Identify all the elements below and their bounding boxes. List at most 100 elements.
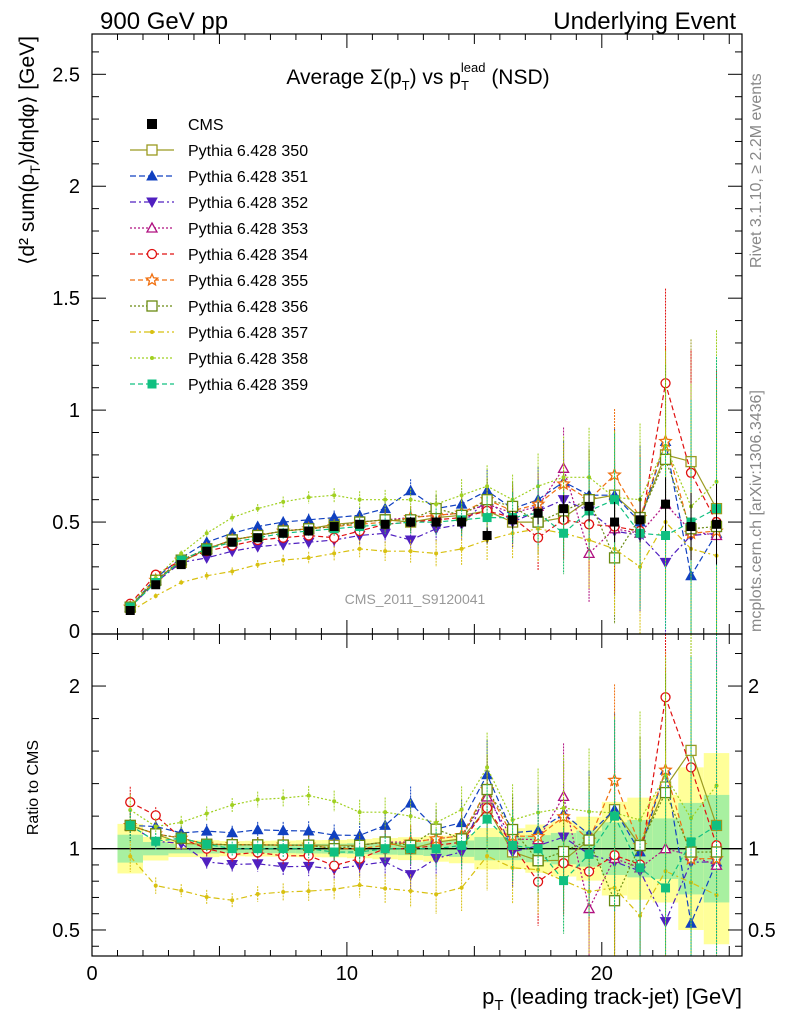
series-point-ratio: [306, 793, 311, 798]
series-point-top: [306, 555, 311, 560]
legend-marker: [147, 379, 157, 389]
ratio-tick-label-left: 0.5: [52, 920, 80, 942]
series-line-top: [129, 521, 717, 613]
cms-point: [686, 522, 696, 532]
ratio-tick-label-right: 1: [748, 839, 759, 861]
series-point-ratio: [204, 811, 209, 816]
legend-label: Pythia 6.428 354: [188, 247, 308, 264]
series-point-top: [281, 499, 286, 504]
series-point-ratio: [434, 892, 439, 897]
legend-label: Pythia 6.428 350: [188, 143, 308, 160]
series-point-ratio: [431, 844, 441, 854]
series-line-ratio: [129, 855, 717, 917]
series-point-ratio: [255, 892, 260, 897]
legend-entry-cms: CMS: [147, 117, 224, 134]
legend-marker: [146, 248, 158, 260]
legend-entry-8: Pythia 6.428 357: [130, 325, 308, 342]
cms-point: [610, 517, 620, 527]
legend-marker: [146, 169, 158, 181]
x-axis-label: pT (leading track-jet) [GeV]: [482, 984, 742, 1014]
legend-label: Pythia 6.428 351: [188, 169, 308, 186]
series-point-top: [204, 573, 209, 578]
series-point-ratio: [459, 885, 464, 890]
series-point-ratio: [125, 820, 135, 830]
cms-point: [151, 580, 161, 590]
y-tick-label: 1: [69, 400, 80, 422]
y-tick-label: 0.5: [52, 512, 80, 534]
series-point-ratio: [686, 837, 696, 847]
series-point-ratio: [434, 820, 439, 825]
series-point-top: [408, 497, 413, 502]
side-label-mcplots: mcplots.cern.ch [arXiv:1306.3436]: [748, 390, 765, 632]
series-point-top: [559, 528, 569, 538]
series-line-ratio: [129, 814, 717, 889]
series-point-ratio: [332, 887, 337, 892]
cms-point: [380, 519, 390, 529]
series-point-ratio: [278, 844, 288, 854]
series-point-top: [281, 558, 286, 563]
y-tick-label: 2: [69, 176, 80, 198]
series-point-ratio: [561, 806, 566, 811]
series-line-top: [129, 498, 717, 608]
legend-label: Pythia 6.428 357: [188, 325, 308, 342]
cms-point: [278, 528, 288, 538]
legend-entry-4: Pythia 6.428 353: [130, 221, 308, 238]
plot-frames: [91, 33, 743, 957]
legend-entry-7: Pythia 6.428 356: [130, 299, 308, 316]
cms-point: [584, 501, 594, 511]
series-point-ratio: [128, 854, 133, 859]
cms-point: [431, 517, 441, 527]
x-tick-label: 10: [336, 963, 358, 985]
series-line-top: [129, 383, 718, 605]
legend-entry-6: Pythia 6.428 355: [130, 272, 308, 290]
cms-point: [355, 519, 365, 529]
x-tick-label: 0: [86, 963, 97, 985]
series-point-top: [153, 593, 158, 598]
series-point-ratio: [230, 803, 235, 808]
series-point-ratio: [584, 849, 594, 859]
series-point-ratio: [179, 820, 184, 825]
series-point-ratio: [587, 809, 592, 814]
cms-point: [329, 522, 339, 532]
series-point-top: [536, 484, 541, 489]
series-point-ratio: [200, 857, 213, 868]
series-point-ratio: [383, 886, 388, 891]
legend-marker: [150, 330, 154, 334]
series-point-ratio: [380, 844, 390, 854]
cms-point: [176, 560, 186, 570]
series-point-ratio: [689, 816, 694, 821]
series-point-top: [306, 495, 311, 500]
ratio-axis-label: Ratio to CMS: [25, 740, 42, 835]
legend-entry-3: Pythia 6.428 352: [130, 195, 308, 212]
legend-entry-10: Pythia 6.428 359: [130, 377, 308, 394]
series-line-top: [129, 441, 718, 608]
chart-title: Average Σ(pT) vs pTlead (NSD): [286, 60, 549, 93]
series-point-ratio: [508, 840, 518, 850]
y-tick-label: 0: [69, 621, 80, 643]
series-point-ratio: [306, 889, 311, 894]
legend-marker: [145, 221, 159, 233]
legend: CMS Pythia 6.428 350 Pythia 6.428 351 Pythi…: [130, 117, 308, 394]
series-point-top: [663, 443, 668, 448]
cms-point: [482, 530, 492, 540]
series-point-top: [482, 513, 492, 523]
legend-entry-2: Pythia 6.428 351: [130, 169, 308, 186]
series-point-top: [179, 551, 184, 556]
series-point-top: [230, 515, 235, 520]
legend-label: Pythia 6.428 355: [188, 273, 308, 290]
series-point-ratio: [226, 826, 239, 838]
data-series: [122, 288, 724, 956]
series-point-ratio: [533, 844, 543, 854]
series-point-top: [204, 531, 209, 536]
legend-marker: [146, 197, 158, 209]
x-tick-label: 20: [591, 963, 613, 985]
series-point-top: [561, 475, 566, 480]
series-point-ratio: [329, 847, 339, 857]
series-point-top: [332, 493, 337, 498]
series-point-ratio: [253, 844, 263, 854]
series-point-ratio: [251, 823, 264, 835]
series-point-ratio: [226, 860, 239, 871]
series-point-ratio: [200, 825, 213, 836]
analysis-label: CMS_2011_S9120041: [345, 591, 486, 607]
